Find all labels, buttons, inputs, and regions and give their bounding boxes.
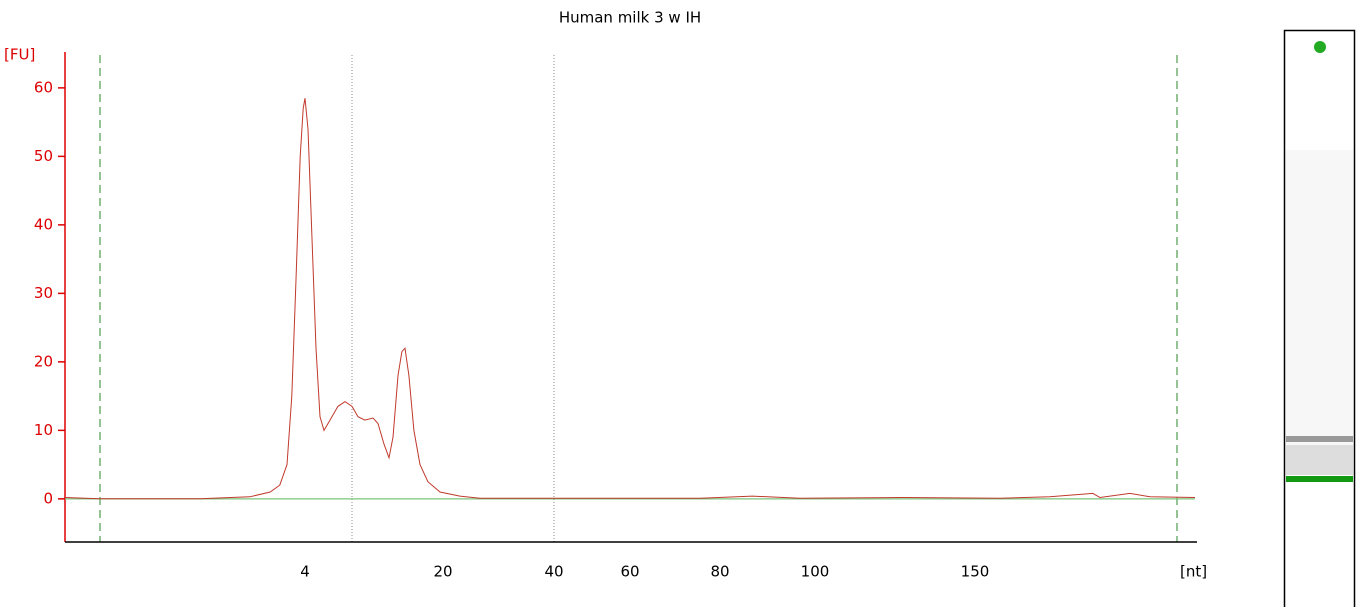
gel-band: [1286, 436, 1353, 442]
gel-smear: [1286, 150, 1353, 450]
marker-dot: [1314, 41, 1326, 53]
marker-band: [1286, 476, 1353, 482]
x-tick-label: 60: [620, 563, 639, 581]
y-tick-label: 20: [34, 352, 53, 370]
x-tick-label: 20: [433, 563, 452, 581]
x-tick-label: 4: [300, 563, 310, 581]
y-axis-label: [FU]: [4, 46, 35, 64]
x-tick-label: 40: [544, 563, 563, 581]
gel-lane: [1283, 29, 1356, 611]
y-tick-label: 50: [34, 147, 53, 165]
x-tick-label: 80: [710, 563, 729, 581]
y-tick-label: 60: [34, 78, 53, 96]
y-tick-label: 40: [34, 215, 53, 233]
y-tick-label: 30: [34, 284, 53, 302]
trace: [64, 98, 1196, 500]
x-tick-label: 150: [961, 563, 990, 581]
gel-band: [1286, 445, 1353, 475]
x-tick-label: 100: [801, 563, 830, 581]
y-tick-label: 0: [43, 489, 53, 507]
y-tick-label: 10: [34, 421, 53, 439]
x-axis-label: [nt]: [1180, 563, 1207, 581]
chart-title: Human milk 3 w IH: [559, 9, 701, 27]
